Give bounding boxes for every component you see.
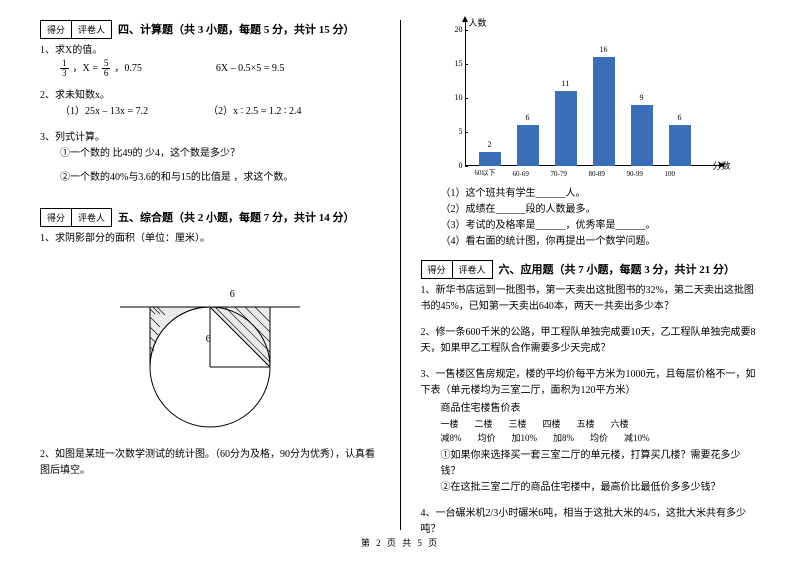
q4-1-after: ，0.75 xyxy=(114,61,142,77)
fraction-1: 1 3 xyxy=(60,59,69,78)
q4-1-expr: 1 3 ，X = 5 6 ，0.75 6X – 0.5×5 = 9.5 xyxy=(60,59,380,78)
score-label: 得分 xyxy=(41,209,72,226)
bar-value-label: 9 xyxy=(631,93,653,102)
table-headers-row: 一楼 二楼 三楼 四楼 五楼 六楼 xyxy=(441,417,761,431)
stats-q3: （3）考试的及格率是______，优秀率是______。 xyxy=(441,218,761,234)
bar-value-label: 6 xyxy=(517,113,539,122)
page-container: 得分 评卷人 四、计算题（共 3 小题，每题 5 分，共计 15 分） 1、求X… xyxy=(40,20,760,530)
chart-bar: 6 xyxy=(669,125,691,166)
q5-2-label: 2、如图是某班一次数学测试的统计图。（60分为及格，90分为优秀），认真看图后填… xyxy=(40,447,380,479)
score-label: 得分 xyxy=(41,21,72,38)
q5-2: 2、如图是某班一次数学测试的统计图。（60分为及格，90分为优秀），认真看图后填… xyxy=(40,447,380,479)
column-divider xyxy=(400,20,401,530)
grader-label: 评卷人 xyxy=(72,209,111,226)
q4-1: 1、求X的值。 1 3 ，X = 5 6 ，0.75 6X – 0.5×5 = … xyxy=(40,43,380,78)
score-box-5: 得分 评卷人 xyxy=(40,208,112,227)
chart-bar: 16 xyxy=(593,57,615,166)
category-label: 100 xyxy=(665,170,676,178)
q6-1: 1、新华书店运到一批图书，第一天卖出这批图书的32%，第二天卖出这批图书的45%… xyxy=(421,283,761,315)
y-axis xyxy=(465,20,466,166)
bar-value-label: 6 xyxy=(669,113,691,122)
q4-1-label: 1、求X的值。 xyxy=(40,43,380,59)
category-label: 60-69 xyxy=(513,170,529,178)
table-title: 商品住宅楼售价表 xyxy=(441,401,761,417)
diagram-mid-label: 6 xyxy=(206,332,211,348)
tv-1: 减8% xyxy=(441,431,462,445)
q4-2-label: 2、求未知数x。 xyxy=(40,88,380,104)
fraction-2: 5 6 xyxy=(102,59,111,78)
tv-6: 减10% xyxy=(624,431,650,445)
section6-header: 得分 评卷人 六、应用题（共 7 小题，每题 3 分，共计 21 分） xyxy=(421,260,761,283)
th-2: 二楼 xyxy=(475,417,493,431)
y-tick: 5 xyxy=(451,127,463,136)
tv-4: 加8% xyxy=(553,431,574,445)
grader-label: 评卷人 xyxy=(72,21,111,38)
q6-3-intro: 3、一售楼区售房规定，楼的平均价每平方米为1000元，且每层价格不一，如下表（单… xyxy=(421,367,761,399)
chart-bar: 6 xyxy=(517,125,539,166)
category-label: 90-99 xyxy=(627,170,643,178)
diagram-top-label: 6 xyxy=(230,287,235,303)
y-axis-label: 人数 xyxy=(469,16,487,29)
section5-title: 五、综合题（共 2 小题，每题 7 分，共计 14 分） xyxy=(118,209,355,225)
section4-title: 四、计算题（共 3 小题，每题 5 分，共计 15 分） xyxy=(118,21,355,37)
q4-3b: ②一个数的40%与3.6的和与15的比值是 ，求这个数。 xyxy=(60,170,380,186)
q4-2a: （1）25x – 13x = 7.2 xyxy=(60,104,148,120)
circle-diagram: 6 6 xyxy=(110,257,310,437)
th-1: 一楼 xyxy=(441,417,459,431)
chart-bar: 11 xyxy=(555,91,577,166)
th-4: 四楼 xyxy=(543,417,561,431)
q6-2: 2、修一条600千米的公路，甲工程队单独完成要10天，乙工程队单独完成要8天，如… xyxy=(421,325,761,357)
stats-questions: （1）这个班共有学生______人。 （2）成绩在______段的人数最多。 （… xyxy=(441,186,761,250)
q4-3: 3、列式计算。 ①一个数的 比49的 少4，这个数是多少？ ②一个数的40%与3… xyxy=(40,130,380,186)
score-box-4: 得分 评卷人 xyxy=(40,20,112,39)
th-3: 三楼 xyxy=(509,417,527,431)
chart-bar: 2 xyxy=(479,152,501,166)
right-column: 人数 分数 05101520 260以下660-691170-791680-89… xyxy=(421,20,761,530)
q6-3a: ①如果你来选择买一套三室二厅的单元楼，打算买几楼？需要花多少钱？ xyxy=(441,448,761,480)
category-label: 70-79 xyxy=(551,170,567,178)
y-tick: 15 xyxy=(451,59,463,68)
q5-1-label: 1、求阴影部分的面积（单位：厘米）。 xyxy=(40,231,380,247)
score-box-6: 得分 评卷人 xyxy=(421,260,493,279)
grader-label: 评卷人 xyxy=(453,261,492,278)
q6-3b: ②在这批三室二厅的商品住宅楼中，最高价比最低价多多少钱？ xyxy=(441,480,761,496)
q4-2: 2、求未知数x。 （1）25x – 13x = 7.2 （2）x ∶ 2.5 =… xyxy=(40,88,380,120)
bar-chart: 人数 分数 05101520 260以下660-691170-791680-89… xyxy=(441,20,721,180)
section6-title: 六、应用题（共 7 小题，每题 3 分，共计 21 分） xyxy=(499,261,736,277)
bar-value-label: 11 xyxy=(555,79,577,88)
th-6: 六楼 xyxy=(611,417,629,431)
q4-2b: （2）x ∶ 2.5 = 1.2 ∶ 2.4 xyxy=(208,104,301,120)
left-column: 得分 评卷人 四、计算题（共 3 小题，每题 5 分，共计 15 分） 1、求X… xyxy=(40,20,380,530)
bar-value-label: 2 xyxy=(479,140,501,149)
tv-2: 均价 xyxy=(478,431,496,445)
section4-header: 得分 评卷人 四、计算题（共 3 小题，每题 5 分，共计 15 分） xyxy=(40,20,380,43)
category-label: 60以下 xyxy=(475,168,496,178)
tv-3: 加10% xyxy=(512,431,538,445)
stats-q2: （2）成绩在______段的人数最多。 xyxy=(441,202,761,218)
q4-2-row: （1）25x – 13x = 7.2 （2）x ∶ 2.5 = 1.2 ∶ 2.… xyxy=(60,104,380,120)
q4-3a: ①一个数的 比49的 少4，这个数是多少？ xyxy=(60,146,380,162)
q4-3-label: 3、列式计算。 xyxy=(40,130,380,146)
bar-value-label: 16 xyxy=(593,45,615,54)
q6-3: 3、一售楼区售房规定，楼的平均价每平方米为1000元，且每层价格不一，如下表（单… xyxy=(421,367,761,496)
q4-1-right: 6X – 0.5×5 = 9.5 xyxy=(216,61,285,77)
th-5: 五楼 xyxy=(577,417,595,431)
y-tick: 0 xyxy=(451,161,463,170)
stats-q4: （4）看右面的统计图，你再提出一个数学问题。 xyxy=(441,234,761,250)
tv-5: 均价 xyxy=(590,431,608,445)
category-label: 80-89 xyxy=(589,170,605,178)
page-footer: 第 2 页 共 5 页 xyxy=(40,536,760,549)
table-values-row: 减8% 均价 加10% 加8% 均价 减10% xyxy=(441,431,761,445)
stats-q1: （1）这个班共有学生______人。 xyxy=(441,186,761,202)
q6-4: 4、一台碾米机2/3小时碾米6吨，相当于这批大米的4/5，这批大米共有多少吨？ xyxy=(421,506,761,538)
section5-header: 得分 评卷人 五、综合题（共 2 小题，每题 7 分，共计 14 分） xyxy=(40,208,380,231)
q4-1-mid: ，X = xyxy=(73,61,98,77)
score-label: 得分 xyxy=(422,261,453,278)
y-tick: 10 xyxy=(451,93,463,102)
chart-bar: 9 xyxy=(631,105,653,166)
y-tick: 20 xyxy=(451,25,463,34)
q5-1: 1、求阴影部分的面积（单位：厘米）。 xyxy=(40,231,380,437)
